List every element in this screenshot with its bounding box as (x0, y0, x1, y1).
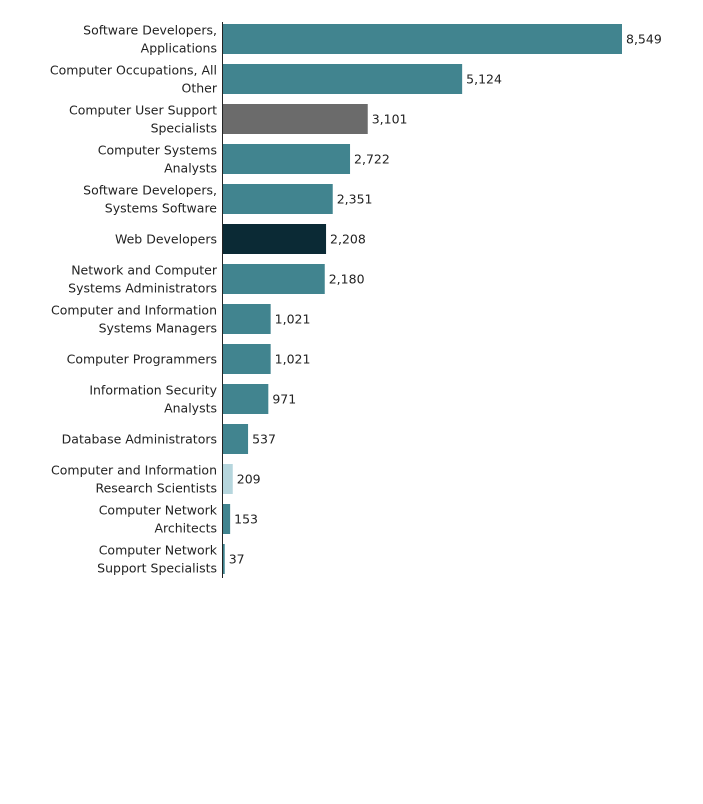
bars-layer: 8,549 Software Developers, Applications 5,1… (50, 23, 662, 576)
category-label-line: Computer Occupations, All (50, 63, 217, 78)
category-label-line: Computer and Information (51, 463, 217, 478)
category-label-line: Computer and Information (51, 303, 217, 318)
bar[interactable] (223, 64, 463, 94)
bar-value-label: 1,021 (275, 352, 311, 367)
bar-value-label: 2,208 (330, 232, 366, 247)
bar-value-label: 5,124 (466, 72, 502, 87)
bar-value-label: 2,722 (354, 152, 390, 167)
bar-value-label: 209 (237, 472, 261, 487)
category-label-line: Other (182, 81, 218, 96)
category-label-line: Systems Software (105, 201, 218, 216)
bar[interactable] (223, 184, 333, 214)
bar[interactable] (223, 384, 269, 414)
category-label-line: Specialists (151, 121, 217, 136)
bar-value-label: 971 (272, 392, 296, 407)
bar[interactable] (223, 464, 233, 494)
category-label-line: Analysts (164, 401, 217, 416)
bar[interactable] (223, 504, 231, 534)
bar[interactable] (223, 144, 351, 174)
category-label: Computer and Information Research Scienti… (51, 463, 217, 496)
category-label-line: Applications (141, 41, 217, 56)
category-label-line: Systems Administrators (68, 281, 217, 296)
category-label: Database Administrators (62, 432, 217, 447)
bar-value-label: 2,351 (337, 192, 373, 207)
bar-value-label: 153 (234, 512, 258, 527)
category-label-line: Network and Computer (71, 263, 218, 278)
category-label-line: Computer Network (99, 543, 218, 558)
category-label: Network and Computer Systems Administrato… (68, 263, 218, 296)
category-label: Web Developers (115, 232, 217, 247)
category-label-line: Systems Managers (99, 321, 217, 336)
category-label-line: Computer User Support (69, 103, 217, 118)
category-label: Computer Occupations, All Other (50, 63, 218, 96)
bar[interactable] (223, 424, 249, 454)
category-label-line: Information Security (89, 383, 217, 398)
category-label-line: Software Developers, (83, 183, 217, 198)
bar[interactable] (223, 24, 622, 54)
bar-value-label: 3,101 (372, 112, 408, 127)
category-label-line: Software Developers, (83, 23, 217, 38)
bar[interactable] (223, 344, 271, 374)
bar-value-label: 1,021 (275, 312, 311, 327)
bar-value-label: 8,549 (626, 32, 662, 47)
bar[interactable] (223, 264, 325, 294)
category-label: Computer Systems Analysts (98, 143, 217, 176)
category-label: Computer User Support Specialists (69, 103, 217, 136)
category-label-line: Architects (154, 521, 217, 536)
category-label: Computer Network Support Specialists (97, 543, 218, 576)
category-label-line: Research Scientists (95, 481, 217, 496)
bar[interactable] (223, 104, 368, 134)
category-label: Software Developers, Applications (83, 23, 217, 56)
bar-value-label: 37 (229, 552, 245, 567)
category-label-line: Computer Systems (98, 143, 217, 158)
category-label: Computer Programmers (67, 352, 217, 367)
bar[interactable] (223, 224, 327, 254)
category-label-line: Support Specialists (97, 561, 217, 576)
bar-value-label: 2,180 (329, 272, 365, 287)
category-label-line: Computer Network (99, 503, 218, 518)
category-label: Information Security Analysts (89, 383, 217, 416)
bar-value-label: 537 (252, 432, 276, 447)
category-label: Computer and Information Systems Managers (51, 303, 217, 336)
category-label: Software Developers, Systems Software (83, 183, 217, 216)
category-label: Computer Network Architects (99, 503, 218, 536)
bar[interactable] (223, 544, 225, 574)
bar[interactable] (223, 304, 271, 334)
category-label-line: Analysts (164, 161, 217, 176)
